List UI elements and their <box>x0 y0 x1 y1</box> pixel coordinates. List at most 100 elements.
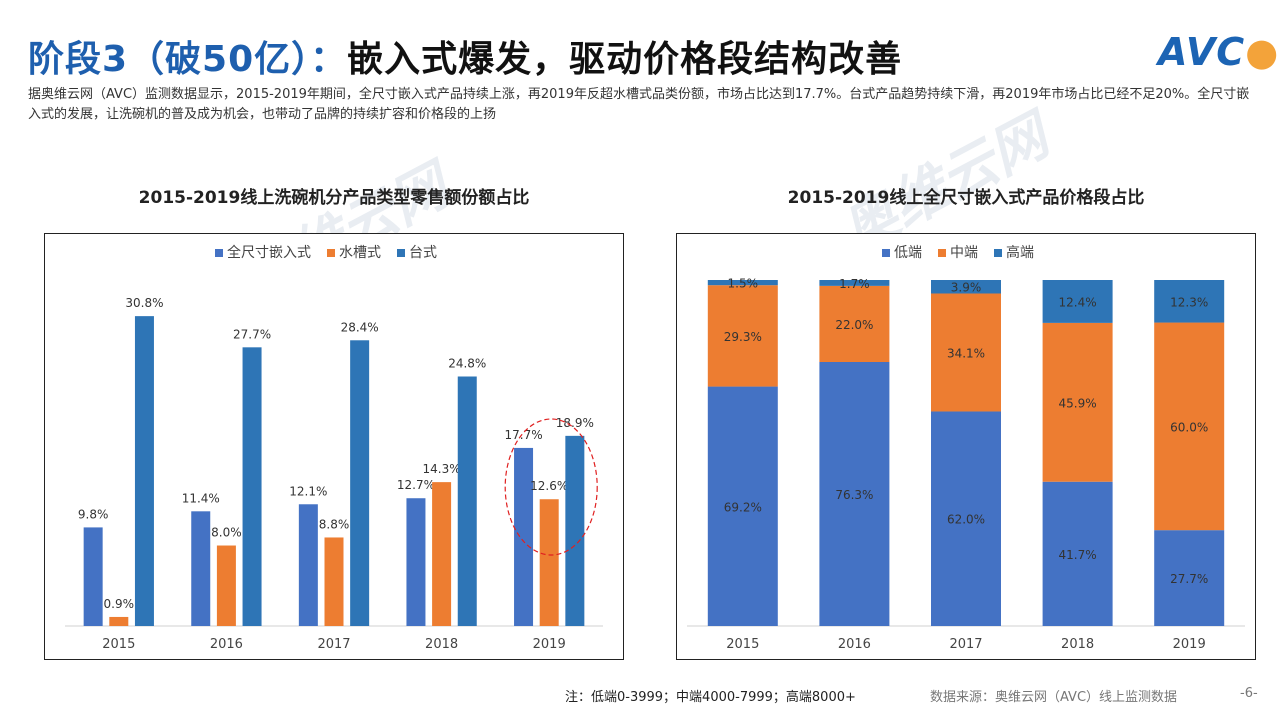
title-prefix: 阶段3（破50亿）： <box>28 39 348 80</box>
description-text: 据奥维云网（AVC）监测数据显示，2015-2019年期间，全尺寸嵌入式产品持续… <box>28 87 1250 122</box>
chart2-legend-label-1: 中端 <box>950 245 978 261</box>
chart2-data-label-2017-1: 34.1% <box>947 346 985 360</box>
chart2-legend-swatch-1 <box>938 249 946 257</box>
chart1-bar-2019-0 <box>514 447 534 626</box>
chart2-bar-2018-0 <box>1042 481 1113 626</box>
chart2-bar-2016-0 <box>819 362 890 626</box>
chart2-tick-2017: 2017 <box>949 637 982 652</box>
chart2-bar-2015-0 <box>707 386 778 626</box>
chart2-data-label-2019-0: 27.7% <box>1170 572 1208 586</box>
chart1-data-label-2017-2: 28.4% <box>341 320 379 334</box>
chart2-legend-label-2: 高端 <box>1006 244 1034 261</box>
chart2-tick-2018: 2018 <box>1061 637 1094 652</box>
chart1-data-label-2018-2: 24.8% <box>448 356 486 370</box>
chart1-legend-item-1: 水槽式 <box>327 245 381 261</box>
chart2-data-label-2015-1: 29.3% <box>724 330 762 344</box>
chart1-legend-label-1: 水槽式 <box>339 245 381 261</box>
chart1-bar-2018-0 <box>406 498 426 626</box>
chart1-data-label-2015-1: 0.9% <box>104 597 135 611</box>
chart1-tick-2015: 2015 <box>102 637 135 652</box>
chart1-tick-2019: 2019 <box>533 637 566 652</box>
chart2-tick-2015: 2015 <box>726 637 759 652</box>
chart1-bar-2019-2 <box>565 435 585 626</box>
page-number: -6- <box>1240 686 1258 701</box>
chart2-bar-2017-0 <box>931 411 1001 626</box>
chart2-bar-2019-0 <box>1154 530 1225 626</box>
page-title: 阶段3（破50亿）：嵌入式爆发，驱动价格段结构改善 <box>28 30 902 82</box>
chart1-tick-2016: 2016 <box>210 637 243 652</box>
chart1-bar-2015-0 <box>83 527 103 626</box>
chart2-bar-2016-1 <box>819 285 890 363</box>
chart1-bar-2017-2 <box>350 340 370 626</box>
footer-note: 注：低端0-3999；中端4000-7999；高端8000+ <box>565 690 856 705</box>
chart2-data-label-2019-1: 60.0% <box>1170 420 1208 434</box>
chart2-legend-item-1: 中端 <box>938 245 978 261</box>
chart2-bar-2018-2 <box>1042 280 1113 323</box>
chart1-data-label-2019-0: 17.7% <box>504 428 542 442</box>
chart2-tick-2016: 2016 <box>838 637 871 652</box>
chart1-bar-2015-1 <box>109 616 129 626</box>
chart1-tick-2018: 2018 <box>425 637 458 652</box>
chart2-data-label-2018-2: 12.4% <box>1059 295 1097 309</box>
chart2-bar-2019-1 <box>1154 322 1225 531</box>
avc-logo: AVC● <box>1158 30 1279 74</box>
chart2-data-label-2017-0: 62.0% <box>947 513 985 527</box>
chart1-legend-swatch-1 <box>327 249 335 257</box>
chart1-data-label-2015-2: 30.8% <box>125 296 163 310</box>
chart1-panel: 全尺寸嵌入式 水槽式 台式 9.8% 0.9% 30.8% 2015 11.4% 8.0% 27.… <box>44 233 624 660</box>
chart2-data-label-2017-2: 3.9% <box>951 281 982 295</box>
chart1-legend-swatch-2 <box>397 249 405 257</box>
chart2-bar-2016-2 <box>819 280 890 286</box>
chart2-data-label-2016-0: 76.3% <box>835 488 873 502</box>
chart2-legend-item-0: 低端 <box>882 245 922 261</box>
chart2-data-label-2018-0: 41.7% <box>1059 548 1097 562</box>
chart2-bar-2018-1 <box>1042 322 1113 482</box>
title-main: 嵌入式爆发，驱动价格段结构改善 <box>347 39 903 80</box>
logo-dot: ● <box>1245 30 1279 74</box>
chart1-data-label-2019-1: 12.6% <box>530 479 568 493</box>
chart2-bar-2017-1 <box>931 293 1001 412</box>
logo-text: AVC <box>1158 30 1246 74</box>
chart2-title: 2015-2019线上全尺寸嵌入式产品价格段占比 <box>787 188 1145 208</box>
chart1-data-label-2015-0: 9.8% <box>78 507 109 521</box>
chart2-data-label-2015-0: 69.2% <box>724 500 762 514</box>
chart2-tick-2019: 2019 <box>1173 637 1206 652</box>
chart2-data-label-2019-2: 12.3% <box>1170 295 1208 309</box>
chart2-legend-item-2: 高端 <box>994 244 1034 261</box>
footer-source: 数据来源：奥维云网（AVC）线上监测数据 <box>930 690 1178 705</box>
chart2-svg: 低端 中端 高端 69.2% 29.3% 1.5% 2015 76.3% 22.0% 1.7% 20… <box>687 244 1245 652</box>
chart1-tick-2017: 2017 <box>317 637 350 652</box>
chart1-data-label-2016-1: 8.0% <box>211 526 242 540</box>
chart2-legend-swatch-0 <box>882 249 890 257</box>
chart2-bar-2019-2 <box>1154 280 1225 323</box>
chart2-bar-2017-2 <box>931 280 1001 294</box>
chart1-svg: 全尺寸嵌入式 水槽式 台式 9.8% 0.9% 30.8% 2015 11.4% 8.0% 27.… <box>65 244 603 652</box>
chart2-legend-swatch-2 <box>994 249 1002 257</box>
chart1-data-label-2017-1: 8.8% <box>319 517 350 531</box>
chart1-data-label-2016-2: 27.7% <box>233 327 271 341</box>
chart1-legend-item-2: 台式 <box>397 245 437 261</box>
chart1-legend-swatch-0 <box>215 249 223 257</box>
chart1-data-label-2017-0: 12.1% <box>289 484 327 498</box>
chart2-bar-2015-2 <box>707 280 778 286</box>
chart2-data-label-2016-1: 22.0% <box>835 318 873 332</box>
chart2-data-label-2018-1: 45.9% <box>1059 396 1097 410</box>
chart2-data-label-2016-2: 1.7% <box>839 277 870 291</box>
chart1-bar-2016-1 <box>216 545 236 626</box>
chart1-legend-label-0: 全尺寸嵌入式 <box>227 244 311 261</box>
chart1-bar-2019-1 <box>539 499 559 626</box>
chart1-bar-2016-2 <box>242 347 262 626</box>
chart1-data-label-2019-2: 18.9% <box>556 416 594 430</box>
chart1-bar-2017-0 <box>298 504 318 626</box>
chart2-bar-2015-1 <box>707 285 778 387</box>
chart2-legend-label-0: 低端 <box>894 245 922 261</box>
chart1-legend-label-2: 台式 <box>409 245 437 261</box>
chart1-bar-2016-0 <box>191 511 211 626</box>
chart1-bar-2017-1 <box>324 537 344 626</box>
chart1-bar-2015-2 <box>134 316 154 626</box>
chart1-data-label-2018-1: 14.3% <box>423 462 461 476</box>
chart1-bar-2018-1 <box>432 482 452 626</box>
chart1-data-label-2016-0: 11.4% <box>182 491 220 505</box>
chart1-data-label-2018-0: 12.7% <box>397 478 435 492</box>
chart1-bar-2018-2 <box>457 376 477 626</box>
